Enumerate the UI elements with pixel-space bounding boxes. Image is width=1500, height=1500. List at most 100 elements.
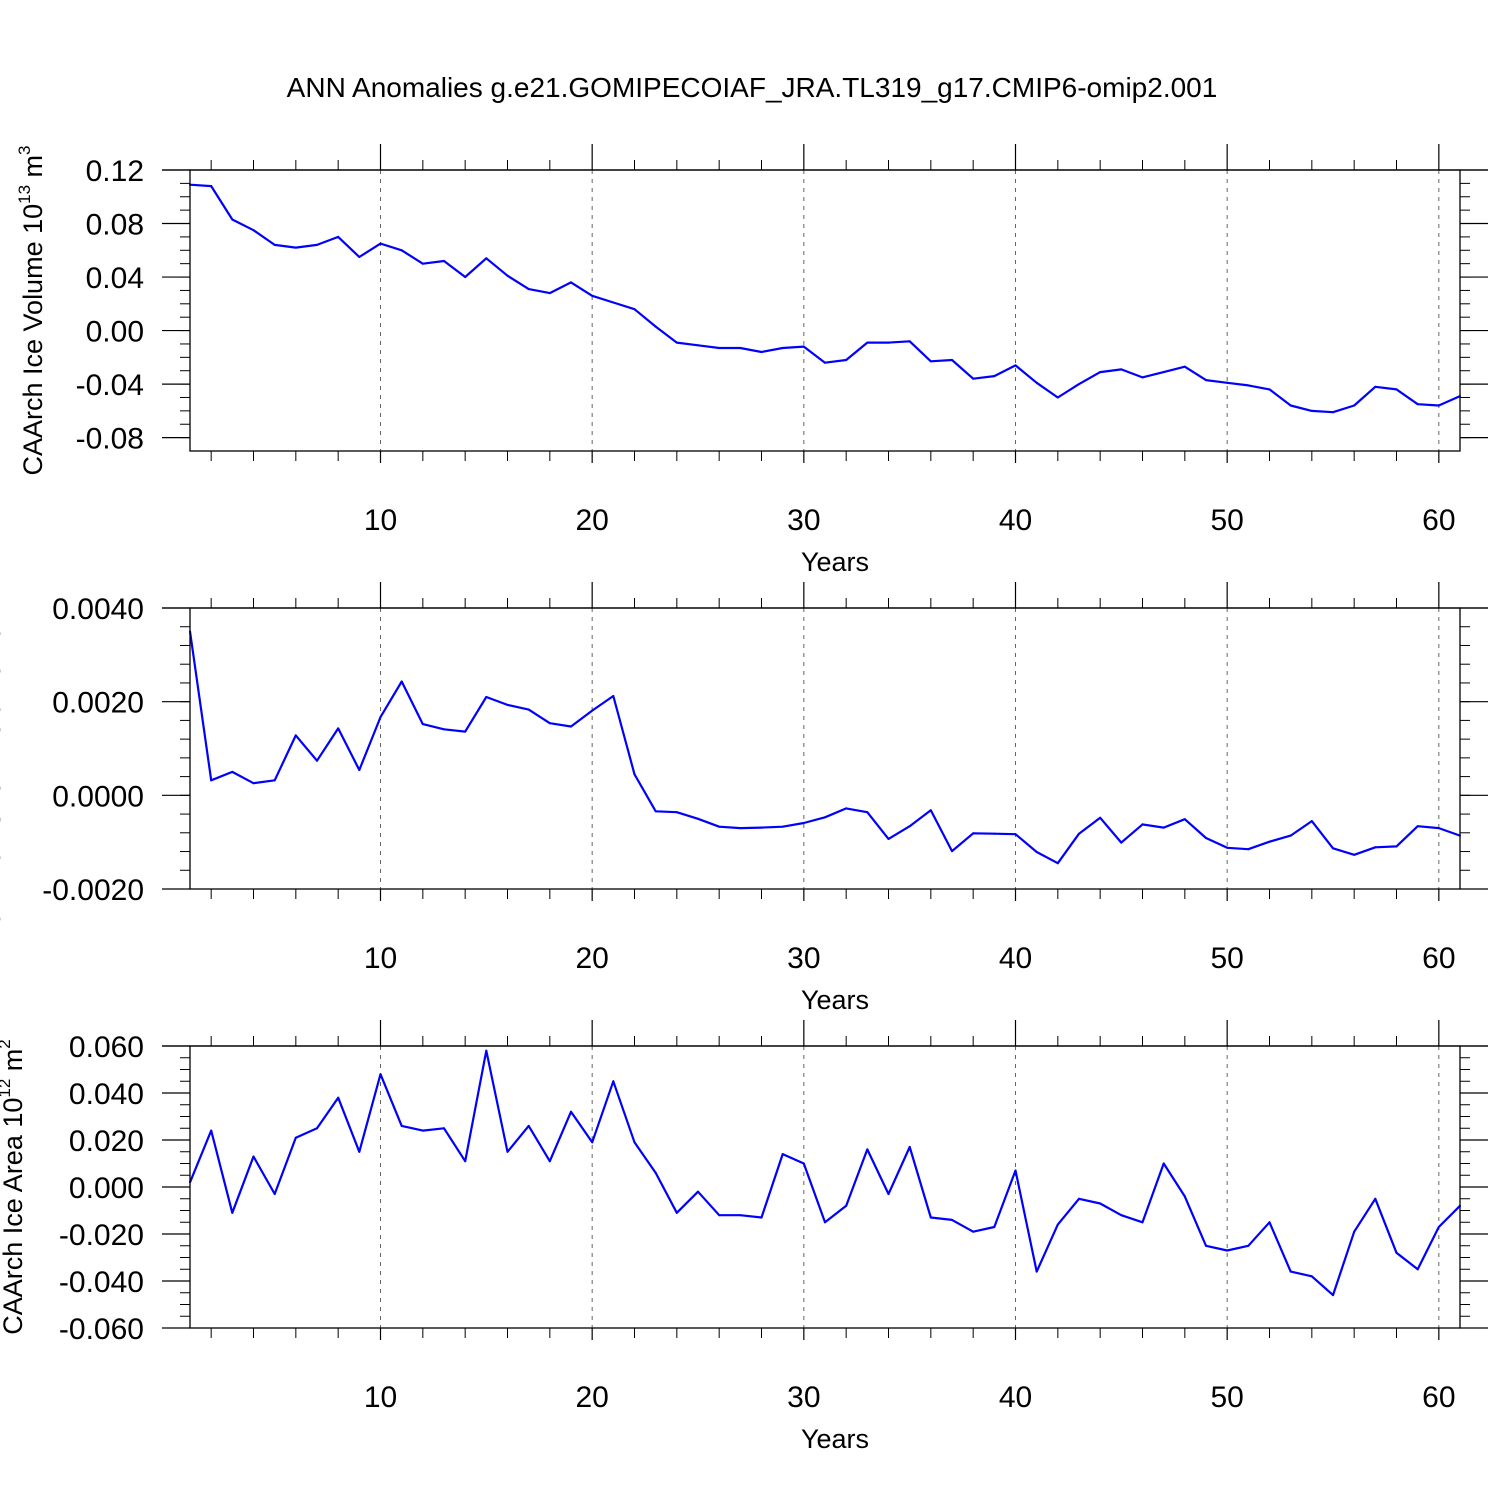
data-point (273, 1193, 276, 1195)
data-point (972, 377, 975, 380)
data-point (400, 680, 403, 683)
data-point (1226, 1249, 1229, 1252)
data-point (1226, 381, 1229, 384)
data-point (1183, 365, 1186, 368)
data-point (1226, 846, 1229, 849)
data-point (993, 1226, 996, 1228)
data-point (802, 822, 805, 824)
y-axis-title: CAArch Ice Volume 1013 m3 (15, 145, 48, 475)
data-point (210, 1129, 213, 1132)
data-point (337, 235, 340, 238)
y-tick-label: 0.0040 (52, 593, 144, 626)
data-point (802, 1162, 805, 1165)
data-point (718, 347, 721, 349)
data-point (1035, 851, 1038, 853)
data-point (1437, 404, 1440, 407)
data-point (887, 1193, 890, 1195)
x-tick-label: 40 (999, 942, 1032, 975)
data-point (1310, 820, 1313, 823)
data-point (1395, 1251, 1398, 1254)
data-point (760, 1216, 763, 1219)
data-point (1120, 368, 1123, 371)
data-point (1183, 1195, 1186, 1198)
data-point (591, 1141, 594, 1144)
data-point (739, 1214, 742, 1217)
y-axis-title-superscript: 2 (0, 1039, 14, 1048)
data-point (316, 1127, 318, 1130)
data-point (845, 1204, 848, 1207)
data-point (1014, 364, 1017, 367)
data-point (929, 360, 932, 363)
data-point (400, 1124, 403, 1127)
y-axis-title-part: CAArch Ice Area 10 (0, 1098, 28, 1335)
data-point (1332, 1294, 1334, 1297)
data-point (1141, 823, 1144, 826)
data-point (633, 308, 636, 311)
y-tick-label: -0.04 (76, 369, 144, 402)
data-point (1310, 1275, 1313, 1278)
y-tick-label: -0.08 (76, 423, 144, 456)
x-tick-label: 20 (575, 1381, 608, 1414)
data-point (1162, 1162, 1165, 1165)
data-point (527, 708, 530, 711)
y-tick-label: 0.04 (86, 262, 144, 295)
data-point (358, 1150, 361, 1153)
data-point (887, 837, 890, 840)
data-point (1289, 834, 1292, 837)
data-point (1268, 388, 1271, 391)
data-point (824, 816, 826, 819)
y-axis-title-superscript: 12 (0, 1079, 14, 1098)
data-point (929, 809, 932, 812)
data-point (1014, 833, 1017, 836)
y-tick-label: -0.040 (59, 1266, 144, 1299)
data-point (548, 1160, 551, 1163)
y-tick-label: 0.060 (69, 1031, 144, 1064)
x-axis-title: Years (801, 547, 869, 577)
data-point (379, 242, 382, 245)
data-point (570, 281, 572, 284)
x-tick-label: 10 (364, 942, 397, 975)
data-point (781, 347, 784, 349)
data-point (1099, 1202, 1102, 1205)
data-point (1268, 1221, 1271, 1224)
x-tick-label: 30 (787, 504, 820, 537)
data-point (866, 1148, 869, 1151)
data-point (1035, 381, 1038, 384)
x-tick-label: 10 (364, 1381, 397, 1414)
data-point (400, 249, 403, 252)
data-point (1205, 379, 1207, 382)
data-point (993, 375, 996, 378)
data-point (464, 1160, 467, 1163)
x-tick-label: 50 (1210, 942, 1243, 975)
data-point (993, 832, 996, 835)
data-point (591, 709, 594, 712)
data-point (464, 276, 467, 278)
y-tick-label: 0.00 (86, 316, 144, 349)
data-point (485, 696, 488, 698)
x-tick-label: 60 (1422, 504, 1455, 537)
data-point (421, 1129, 424, 1132)
data-point (1247, 384, 1250, 387)
y-tick-label: -0.060 (59, 1313, 144, 1346)
data-point (294, 1136, 297, 1139)
x-axis-title: Years (801, 1424, 869, 1454)
data-point (1353, 404, 1356, 407)
data-point (252, 229, 255, 232)
data-point (231, 218, 234, 221)
x-tick-label: 60 (1422, 942, 1455, 975)
data-point (612, 301, 615, 304)
plot-frame (189, 1045, 1461, 1329)
y-tick-label: -0.0020 (42, 874, 144, 907)
data-point (252, 782, 255, 785)
y-tick-label: 0.040 (69, 1078, 144, 1111)
data-point (1078, 1197, 1080, 1200)
data-point (273, 243, 276, 246)
x-tick-label: 20 (575, 942, 608, 975)
data-point (654, 325, 657, 328)
data-point (527, 1124, 530, 1127)
data-point (845, 359, 848, 361)
data-point (506, 1150, 509, 1153)
data-point (443, 260, 445, 262)
data-point (1183, 818, 1186, 821)
